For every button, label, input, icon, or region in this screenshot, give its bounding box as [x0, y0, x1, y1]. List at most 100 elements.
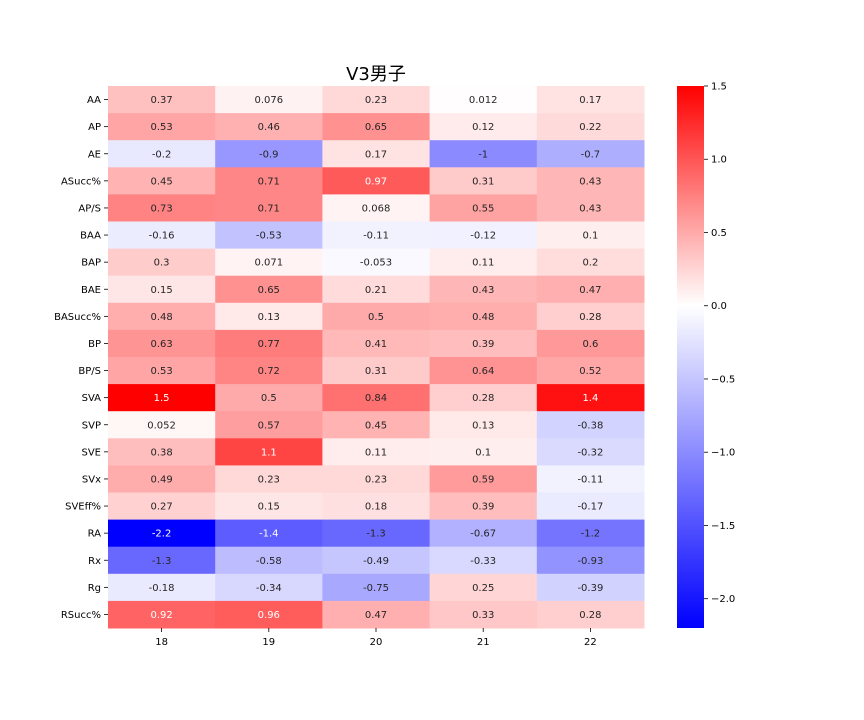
- cell-value-label: -1.2: [581, 529, 601, 540]
- heatmap-cell: [429, 329, 538, 358]
- cell-value-label: 1.5: [154, 393, 170, 404]
- heatmap-cell: [429, 140, 538, 168]
- heatmap-cell: [322, 600, 431, 629]
- heatmap-cell: [322, 86, 431, 114]
- heatmap-cell: [108, 275, 216, 304]
- cell-value-label: 0.11: [472, 258, 494, 269]
- y-axis-labels: AA AP AE ASucc% AP/S BAA BAP BAE BASucc% BP BP/S SV…: [54, 95, 108, 621]
- cell-value-label: 0.71: [258, 203, 280, 214]
- y-tick-label: ASucc%: [61, 176, 101, 187]
- heatmap-cell: [536, 140, 645, 168]
- colorbar-gradient: [677, 86, 704, 628]
- cell-value-label: 0.92: [150, 610, 172, 621]
- colorbar-tick-label: −1.5: [711, 521, 735, 532]
- cell-value-label: -0.58: [256, 556, 282, 567]
- cell-value-label: 0.39: [472, 502, 494, 513]
- heatmap-cell: [536, 384, 645, 412]
- cell-value-label: 0.5: [368, 312, 384, 323]
- cell-value-label: 0.48: [150, 312, 172, 323]
- colorbar-tick-label: 1.0: [711, 155, 727, 166]
- cell-value-label: -0.39: [577, 583, 603, 594]
- cell-value-label: 0.84: [365, 393, 387, 404]
- heatmap-cell: [215, 113, 323, 141]
- heatmap-cell: [108, 86, 216, 114]
- heatmap-cell: [536, 438, 645, 466]
- heatmap-cell: [215, 465, 323, 493]
- y-tick-label: SVx: [82, 474, 101, 485]
- cell-value-label: 0.28: [472, 393, 494, 404]
- cell-value-label: 0.41: [365, 339, 387, 350]
- y-tick-label: BAA: [80, 231, 101, 242]
- y-tick-label: AA: [87, 95, 101, 106]
- cell-value-label: -0.18: [149, 583, 175, 594]
- heatmap-cell: [322, 519, 431, 548]
- y-tick-label: Rx: [88, 556, 101, 567]
- cell-value-label: 0.65: [258, 285, 280, 296]
- cell-value-label: 0.77: [258, 339, 280, 350]
- heatmap-cell: [215, 519, 323, 548]
- heatmap-cell: [108, 221, 216, 250]
- colorbar-tick-label: −0.5: [711, 374, 735, 385]
- heatmap-cell: [215, 167, 323, 195]
- cell-value-label: 0.052: [147, 420, 176, 431]
- heatmap-cell: [536, 329, 645, 358]
- colorbar: 1.5 1.0 0.5 0.0 −0.5 −1.0 −1.5 −2.0: [677, 82, 735, 628]
- heatmap-cell: [108, 302, 216, 331]
- cell-value-label: 0.17: [579, 95, 601, 106]
- cell-value-label: 1.1: [261, 447, 277, 458]
- heatmap-cell: [536, 86, 645, 114]
- heatmap-cell: [322, 438, 431, 466]
- heatmap-cell: [429, 194, 538, 222]
- heatmap-cell: [429, 248, 538, 277]
- heatmap-cell: [429, 492, 538, 521]
- heatmap-cell: [108, 573, 216, 602]
- x-tick-label: 20: [370, 637, 383, 648]
- cell-value-label: -0.53: [256, 231, 282, 242]
- heatmap-cell: [215, 221, 323, 250]
- cell-value-label: -0.33: [470, 556, 496, 567]
- cell-value-label: 0.5: [261, 393, 277, 404]
- heatmap-cell: [108, 600, 216, 629]
- cell-value-label: 0.48: [472, 312, 494, 323]
- cell-value-label: 0.18: [365, 502, 387, 513]
- cell-value-label: 0.23: [365, 95, 387, 106]
- colorbar-tick-label: 0.0: [711, 301, 727, 312]
- heatmap-cell: [108, 546, 216, 575]
- heatmap-cell: [429, 113, 538, 141]
- heatmap-cell: [429, 302, 538, 331]
- heatmap-cell: [108, 438, 216, 466]
- heatmap-cell: [429, 438, 538, 466]
- heatmap-cell: [215, 357, 323, 385]
- heatmap-cell: [215, 302, 323, 331]
- colorbar-tick-label: 1.5: [711, 82, 727, 93]
- heatmap-cells: 0.37 0.076 0.23 0.012 0.17 0.53 0.46 0.65 0.12 0.…: [108, 86, 645, 629]
- y-tick-label: SVEff%: [65, 502, 101, 513]
- cell-value-label: 0.33: [472, 610, 494, 621]
- cell-value-label: 0.45: [365, 420, 387, 431]
- cell-value-label: -0.67: [470, 529, 496, 540]
- y-tick-label: RA: [88, 529, 102, 540]
- heatmap-cell: [322, 275, 431, 304]
- cell-value-label: -0.75: [363, 583, 389, 594]
- cell-value-label: -0.16: [149, 231, 175, 242]
- heatmap-cell: [215, 492, 323, 521]
- cell-value-label: 0.28: [579, 312, 601, 323]
- heatmap-cell: [322, 546, 431, 575]
- cell-value-label: 0.071: [254, 258, 283, 269]
- cell-value-label: 0.13: [258, 312, 280, 323]
- heatmap-cell: [322, 492, 431, 521]
- cell-value-label: 0.6: [582, 339, 598, 350]
- cell-value-label: 0.1: [475, 447, 491, 458]
- cell-value-label: 0.27: [150, 502, 172, 513]
- y-tick-label: AE: [88, 149, 101, 160]
- cell-value-label: 0.49: [150, 474, 172, 485]
- cell-value-label: -0.38: [577, 420, 603, 431]
- heatmap-cell: [322, 248, 431, 277]
- heatmap-cell: [536, 492, 645, 521]
- heatmap-cell: [429, 411, 538, 439]
- cell-value-label: 0.65: [365, 122, 387, 133]
- cell-value-label: 0.97: [365, 176, 387, 187]
- cell-value-label: 0.43: [579, 203, 601, 214]
- cell-value-label: -0.34: [256, 583, 282, 594]
- cell-value-label: 0.38: [150, 447, 172, 458]
